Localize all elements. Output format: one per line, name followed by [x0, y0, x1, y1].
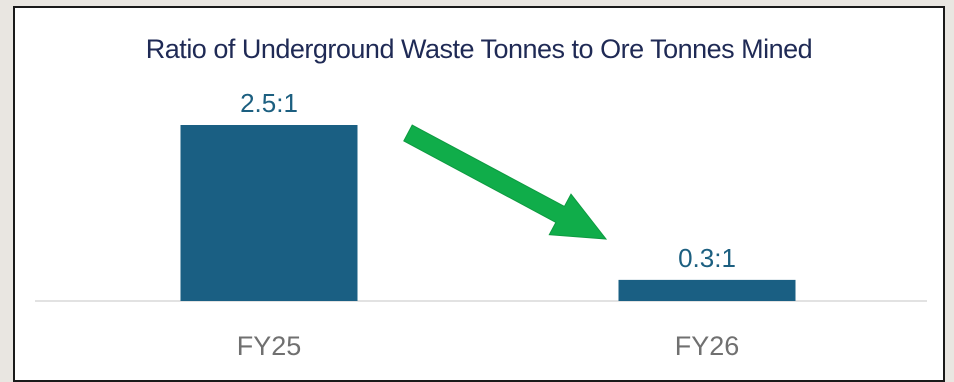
chart-frame: Ratio of Underground Waste Tonnes to Ore… [13, 6, 945, 382]
bar-fy25 [180, 125, 358, 301]
bar-fy26 [618, 279, 796, 301]
trend-arrow-icon [403, 124, 608, 240]
x-tick-label-fy26: FY26 [675, 331, 740, 361]
data-labels-layer: 2.5:1 0.3:1 [240, 88, 736, 273]
chart-title: Ratio of Underground Waste Tonnes to Ore… [145, 34, 813, 64]
bars-layer [180, 125, 796, 301]
data-label-fy26: 0.3:1 [678, 243, 736, 273]
bar-chart: 2.5:1 0.3:1 FY25 FY26 [35, 88, 927, 361]
data-label-fy25: 2.5:1 [240, 88, 298, 118]
x-tick-labels-layer: FY25 FY26 [237, 331, 740, 361]
x-tick-label-fy25: FY25 [237, 331, 302, 361]
